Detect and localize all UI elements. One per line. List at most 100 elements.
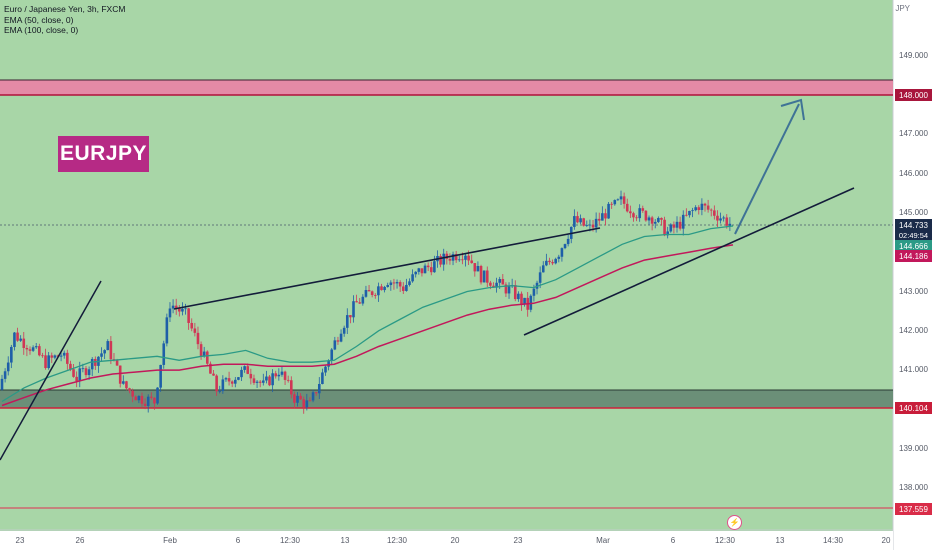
candle-body — [377, 286, 380, 296]
candle-body — [532, 288, 536, 296]
candle-body — [3, 371, 7, 379]
candle-body — [429, 267, 433, 273]
candle-body — [498, 279, 502, 283]
ema50-legend: EMA (50, close, 0) — [4, 14, 74, 25]
candle-body — [523, 297, 526, 305]
candle-body — [445, 253, 449, 259]
candle-body — [383, 286, 386, 291]
candle-body — [476, 265, 480, 272]
candle-body — [420, 268, 424, 274]
candle-body — [190, 322, 194, 329]
candle-body — [520, 293, 523, 305]
x-tick-label: 13 — [775, 536, 785, 545]
candle-body — [470, 260, 474, 264]
candle-body — [635, 217, 638, 219]
candle-body — [339, 333, 343, 342]
x-tick-label: 20 — [881, 536, 891, 545]
candle-body — [153, 397, 156, 404]
candle-body — [548, 260, 551, 263]
candle-body — [31, 347, 35, 351]
candle-body — [162, 343, 166, 365]
candle-body — [691, 210, 694, 212]
lower-trendline[interactable] — [523, 187, 855, 336]
candle-body — [507, 286, 511, 294]
candle-body — [246, 366, 250, 374]
candle-body — [305, 400, 309, 408]
candle-body — [367, 290, 371, 292]
upper-trendline[interactable] — [173, 227, 601, 310]
candle-body — [324, 366, 327, 373]
candle-body — [504, 284, 508, 294]
candle-body — [681, 214, 685, 229]
ema100-legend: EMA (100, close, 0) — [4, 25, 79, 35]
candle-body — [44, 355, 47, 369]
x-tick-label: 20 — [450, 536, 460, 545]
candle-body — [100, 353, 103, 357]
x-tick-label: 6 — [670, 536, 676, 545]
candle-body — [66, 352, 69, 364]
y-tick-label: 142.000 — [899, 325, 928, 335]
candle-body — [389, 282, 393, 286]
candle-body — [202, 351, 206, 357]
candle-body — [473, 263, 477, 272]
candle-body — [206, 351, 209, 364]
y-tick-label: 141.000 — [899, 365, 928, 375]
candle-body — [137, 395, 141, 401]
candle-body — [513, 285, 517, 300]
candle-body — [585, 225, 589, 226]
projection-arrow[interactable] — [734, 103, 800, 235]
candle-body — [464, 255, 467, 260]
candle-body — [675, 221, 679, 228]
candle-body — [709, 209, 713, 211]
candle-body — [274, 373, 278, 377]
candle-body — [451, 254, 455, 261]
candle-body — [551, 262, 554, 264]
candle-body — [345, 315, 349, 328]
candle-body — [181, 308, 184, 312]
candle-body — [196, 332, 200, 345]
flash-icon[interactable]: ⚡ — [727, 515, 742, 530]
y-tick-label: 139.000 — [899, 443, 928, 453]
candle-body — [317, 383, 321, 394]
ema50-price-tag: 144.666 — [895, 240, 932, 252]
x-tick-label: 26 — [75, 536, 85, 545]
candle-body — [663, 219, 666, 236]
candle-body — [22, 338, 26, 348]
candle-body — [349, 315, 352, 318]
candle-body — [90, 358, 94, 370]
support-price-tag: 140.104 — [895, 402, 932, 414]
candle-body — [386, 285, 390, 287]
candle-body — [364, 290, 368, 297]
candle-body — [106, 341, 110, 351]
candle-body — [414, 271, 418, 275]
candle-body — [380, 286, 383, 291]
candle-body — [433, 261, 436, 273]
candle-body — [579, 218, 582, 223]
candle-body — [280, 371, 284, 375]
candle-body — [252, 378, 256, 383]
early-trendline[interactable] — [0, 280, 102, 461]
candle-body — [78, 368, 82, 382]
candle-body — [588, 224, 592, 226]
candle-body — [156, 387, 159, 404]
candle-body — [125, 381, 128, 389]
candle-body — [408, 281, 411, 285]
price-axis — [893, 0, 932, 550]
candle-body — [622, 196, 626, 204]
candle-body — [321, 372, 324, 384]
candle-body — [467, 255, 470, 261]
candle-body — [184, 308, 187, 310]
symbol-title: Euro / Japanese Yen, 3h, FXCM — [4, 4, 126, 14]
candle-body — [625, 203, 629, 212]
candle-body — [713, 210, 716, 216]
candle-body — [34, 346, 38, 348]
candle-body — [557, 256, 561, 259]
low-level-price-tag: 137.559 — [895, 503, 932, 515]
candle-body — [501, 279, 505, 285]
candle-body — [485, 270, 489, 283]
candle-body — [560, 248, 564, 257]
candle-body — [165, 317, 169, 344]
candle-body — [215, 375, 218, 392]
candle-body — [314, 392, 318, 394]
